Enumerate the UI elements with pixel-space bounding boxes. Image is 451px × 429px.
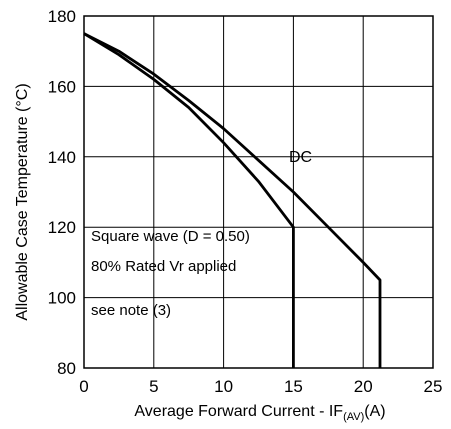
- x-axis-label: Average Forward Current - IF(AV)(A): [134, 403, 385, 423]
- series-line-square-wave: [83, 32, 295, 368]
- annotation-square-wave: Square wave (D = 0.50): [91, 228, 250, 245]
- plot-frame: [83, 15, 434, 369]
- series-line-dc: [83, 32, 382, 368]
- x-axis-label-letter: F: [333, 403, 343, 420]
- y-tick-label-180: 180: [48, 7, 76, 26]
- x-tick-label-25: 25: [424, 377, 443, 396]
- x-tick-label-5: 5: [149, 377, 158, 396]
- x-tick-label-20: 20: [354, 377, 373, 396]
- x-tick-label-10: 10: [214, 377, 233, 396]
- series-label-dc: DC: [289, 149, 312, 166]
- y-axis-label: Allowable Case Temperature (°C): [14, 83, 31, 320]
- x-axis-label-main: Average Forward Current - I: [134, 403, 333, 420]
- y-tick-label-100: 100: [48, 289, 76, 308]
- y-tick-label-80: 80: [57, 359, 76, 378]
- x-axis-label-subscript: (AV): [343, 411, 364, 423]
- annotation-rated-vr: 80% Rated Vr applied: [91, 258, 236, 275]
- x-axis-label-unit: (A): [364, 403, 385, 420]
- x-tick-label-0: 0: [79, 377, 88, 396]
- tick-labels: 0 5 10 15 20 25 80 100 120 140 160 180: [48, 7, 443, 396]
- series-group: [83, 32, 382, 368]
- annotation-see-note: see note (3): [91, 302, 171, 319]
- y-tick-label-140: 140: [48, 148, 76, 167]
- y-tick-label-120: 120: [48, 218, 76, 237]
- y-tick-label-160: 160: [48, 77, 76, 96]
- x-tick-label-15: 15: [284, 377, 303, 396]
